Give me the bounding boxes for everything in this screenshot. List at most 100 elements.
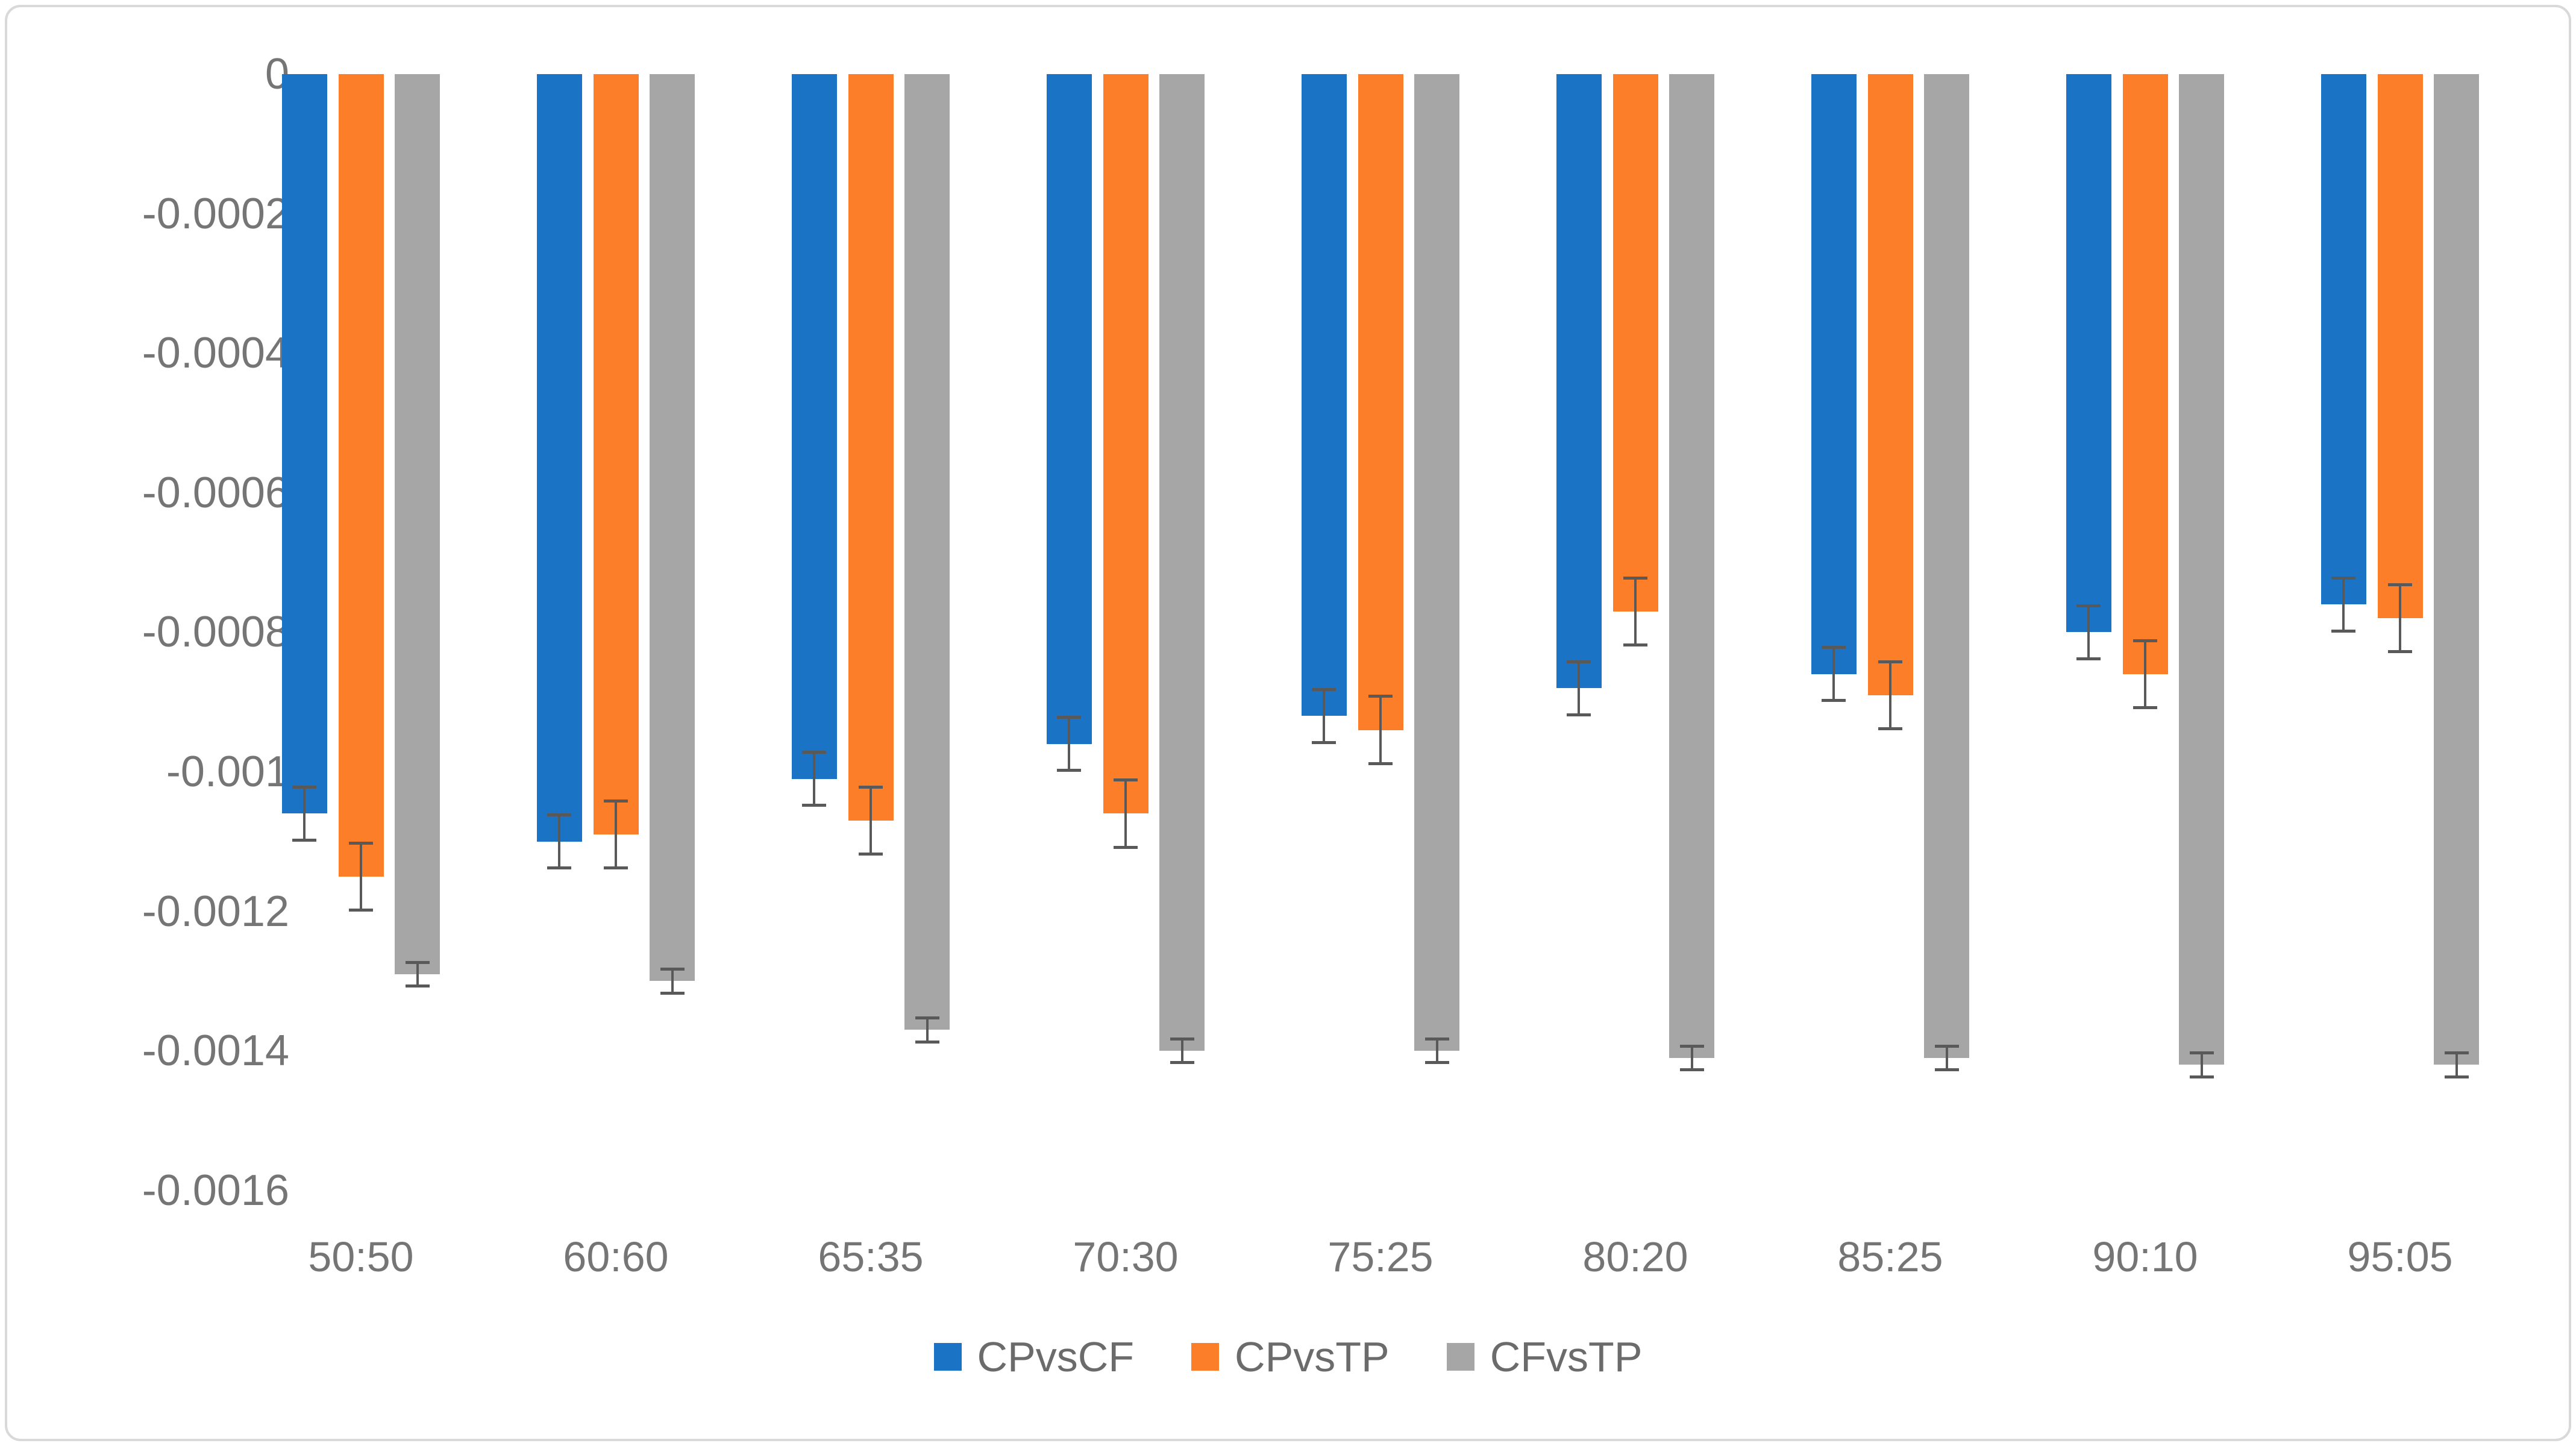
error-bar-cap	[292, 838, 317, 842]
x-category-label: 60:60	[563, 1233, 669, 1280]
error-bar-cap	[405, 960, 430, 964]
error-bar-cap	[349, 908, 373, 912]
error-bar-cap	[547, 866, 572, 870]
bar-cpvstp-70-30	[1103, 74, 1149, 814]
error-bar-cap	[2388, 583, 2412, 587]
x-category-label: 75:25	[1327, 1233, 1434, 1280]
error-bar-cap	[1934, 1044, 1959, 1048]
error-bar-cap	[859, 785, 883, 789]
error-bar-cap	[2133, 639, 2157, 642]
x-category-label: 85:25	[1837, 1233, 1943, 1280]
error-bar-cap	[2189, 1051, 2214, 1055]
error-bar-cap	[2133, 706, 2157, 709]
x-category-label: 65:35	[818, 1233, 924, 1280]
error-bar-cap	[1567, 660, 1591, 663]
bar-cfvstp-95-05	[2434, 74, 2480, 1065]
error-bar-cap	[1567, 713, 1591, 716]
bar-cfvstp-75-25	[1414, 74, 1460, 1051]
legend-item-cfvstp: CFvsTP	[1446, 1333, 1643, 1381]
error-bar	[360, 843, 362, 910]
error-bar-cap	[1934, 1068, 1959, 1071]
legend-label: CPvsCF	[977, 1333, 1135, 1380]
bar-cpvscf-80-20	[1556, 74, 1602, 689]
error-bar-cap	[1057, 769, 1082, 772]
y-axis-tick-label: -0.0014	[142, 1027, 289, 1075]
y-axis-tick-label: -0.0002	[142, 189, 289, 238]
bar-cfvstp-50-50	[395, 74, 440, 974]
legend-swatch-cpvscf-icon	[933, 1343, 962, 1371]
error-bar	[1690, 1046, 1693, 1070]
y-axis-tick-label: -0.001	[166, 748, 289, 796]
error-bar-cap	[1368, 762, 1393, 765]
legend-label: CPvsTP	[1235, 1333, 1390, 1380]
error-bar-cap	[1424, 1061, 1449, 1065]
error-bar	[1124, 780, 1127, 848]
error-bar	[1323, 689, 1326, 743]
error-bar-cap	[802, 751, 827, 754]
error-bar-cap	[349, 841, 373, 845]
error-bar-cap	[1170, 1038, 1194, 1041]
x-category-label: 95:05	[2347, 1233, 2453, 1280]
error-bar-cap	[604, 866, 628, 870]
bar-cfvstp-70-30	[1159, 74, 1205, 1051]
y-axis-tick-label: -0.0006	[142, 468, 289, 517]
error-bar-cap	[1878, 727, 1902, 730]
bar-cpvscf-60-60	[536, 74, 582, 842]
bar-cfvstp-85-25	[1924, 74, 1970, 1058]
error-bar-cap	[292, 785, 317, 789]
bar-cfvstp-60-60	[650, 74, 695, 981]
error-bar-cap	[1312, 740, 1337, 744]
bar-cpvscf-95-05	[2321, 74, 2366, 605]
legend-swatch-cpvstp-icon	[1191, 1343, 1220, 1371]
error-bar	[1435, 1039, 1438, 1063]
error-bar-cap	[2331, 576, 2356, 580]
bar-cpvstp-80-20	[1612, 74, 1658, 612]
bar-cpvstp-65-35	[848, 74, 894, 821]
bar-cfvstp-65-35	[904, 74, 950, 1030]
error-bar-cap	[1368, 695, 1393, 698]
error-bar-cap	[1623, 576, 1647, 580]
error-bar	[926, 1018, 929, 1042]
y-axis-tick-label: -0.0016	[142, 1166, 289, 1215]
error-bar-cap	[1170, 1061, 1194, 1065]
error-bar-cap	[2388, 650, 2412, 654]
error-bar	[813, 752, 816, 806]
x-category-label: 70:30	[1073, 1233, 1179, 1280]
error-bar-cap	[660, 968, 685, 971]
bar-cpvscf-65-35	[791, 74, 837, 779]
error-bar-cap	[2076, 657, 2101, 660]
y-axis-tick-label: -0.0008	[142, 608, 289, 657]
error-bar-cap	[1114, 845, 1138, 849]
error-bar-cap	[2189, 1075, 2214, 1078]
error-bar	[2144, 640, 2146, 708]
x-category-label: 50:50	[308, 1233, 414, 1280]
error-bar	[1068, 717, 1071, 771]
bar-cpvstp-85-25	[1867, 74, 1913, 695]
bar-cpvstp-75-25	[1358, 74, 1403, 730]
error-bar	[1379, 696, 1382, 764]
error-bar-cap	[915, 1040, 939, 1044]
error-bar	[671, 969, 674, 994]
x-category-label: 90:10	[2092, 1233, 2198, 1280]
error-bar	[2399, 584, 2401, 652]
error-bar-cap	[1312, 687, 1337, 691]
bar-cpvscf-85-25	[1811, 74, 1857, 674]
error-bar	[2342, 578, 2345, 631]
error-bar-cap	[1424, 1038, 1449, 1041]
y-axis-tick-label: -0.0012	[142, 887, 289, 936]
error-bar-cap	[1623, 643, 1647, 646]
error-bar-cap	[859, 853, 883, 856]
error-bar-cap	[604, 800, 628, 803]
legend-label: CFvsTP	[1490, 1333, 1643, 1380]
y-axis-tick-label: 0	[265, 50, 289, 98]
error-bar-cap	[547, 813, 572, 817]
error-bar	[870, 787, 872, 854]
x-category-label: 80:20	[1582, 1233, 1688, 1280]
error-bar	[558, 815, 561, 868]
error-bar-cap	[1822, 646, 1846, 649]
y-axis-tick-label: -0.0004	[142, 329, 289, 378]
error-bar	[2200, 1053, 2203, 1077]
legend-item-cpvscf: CPvsCF	[933, 1333, 1134, 1381]
bar-cfvstp-80-20	[1669, 74, 1715, 1058]
bar-cpvscf-75-25	[1301, 74, 1347, 716]
